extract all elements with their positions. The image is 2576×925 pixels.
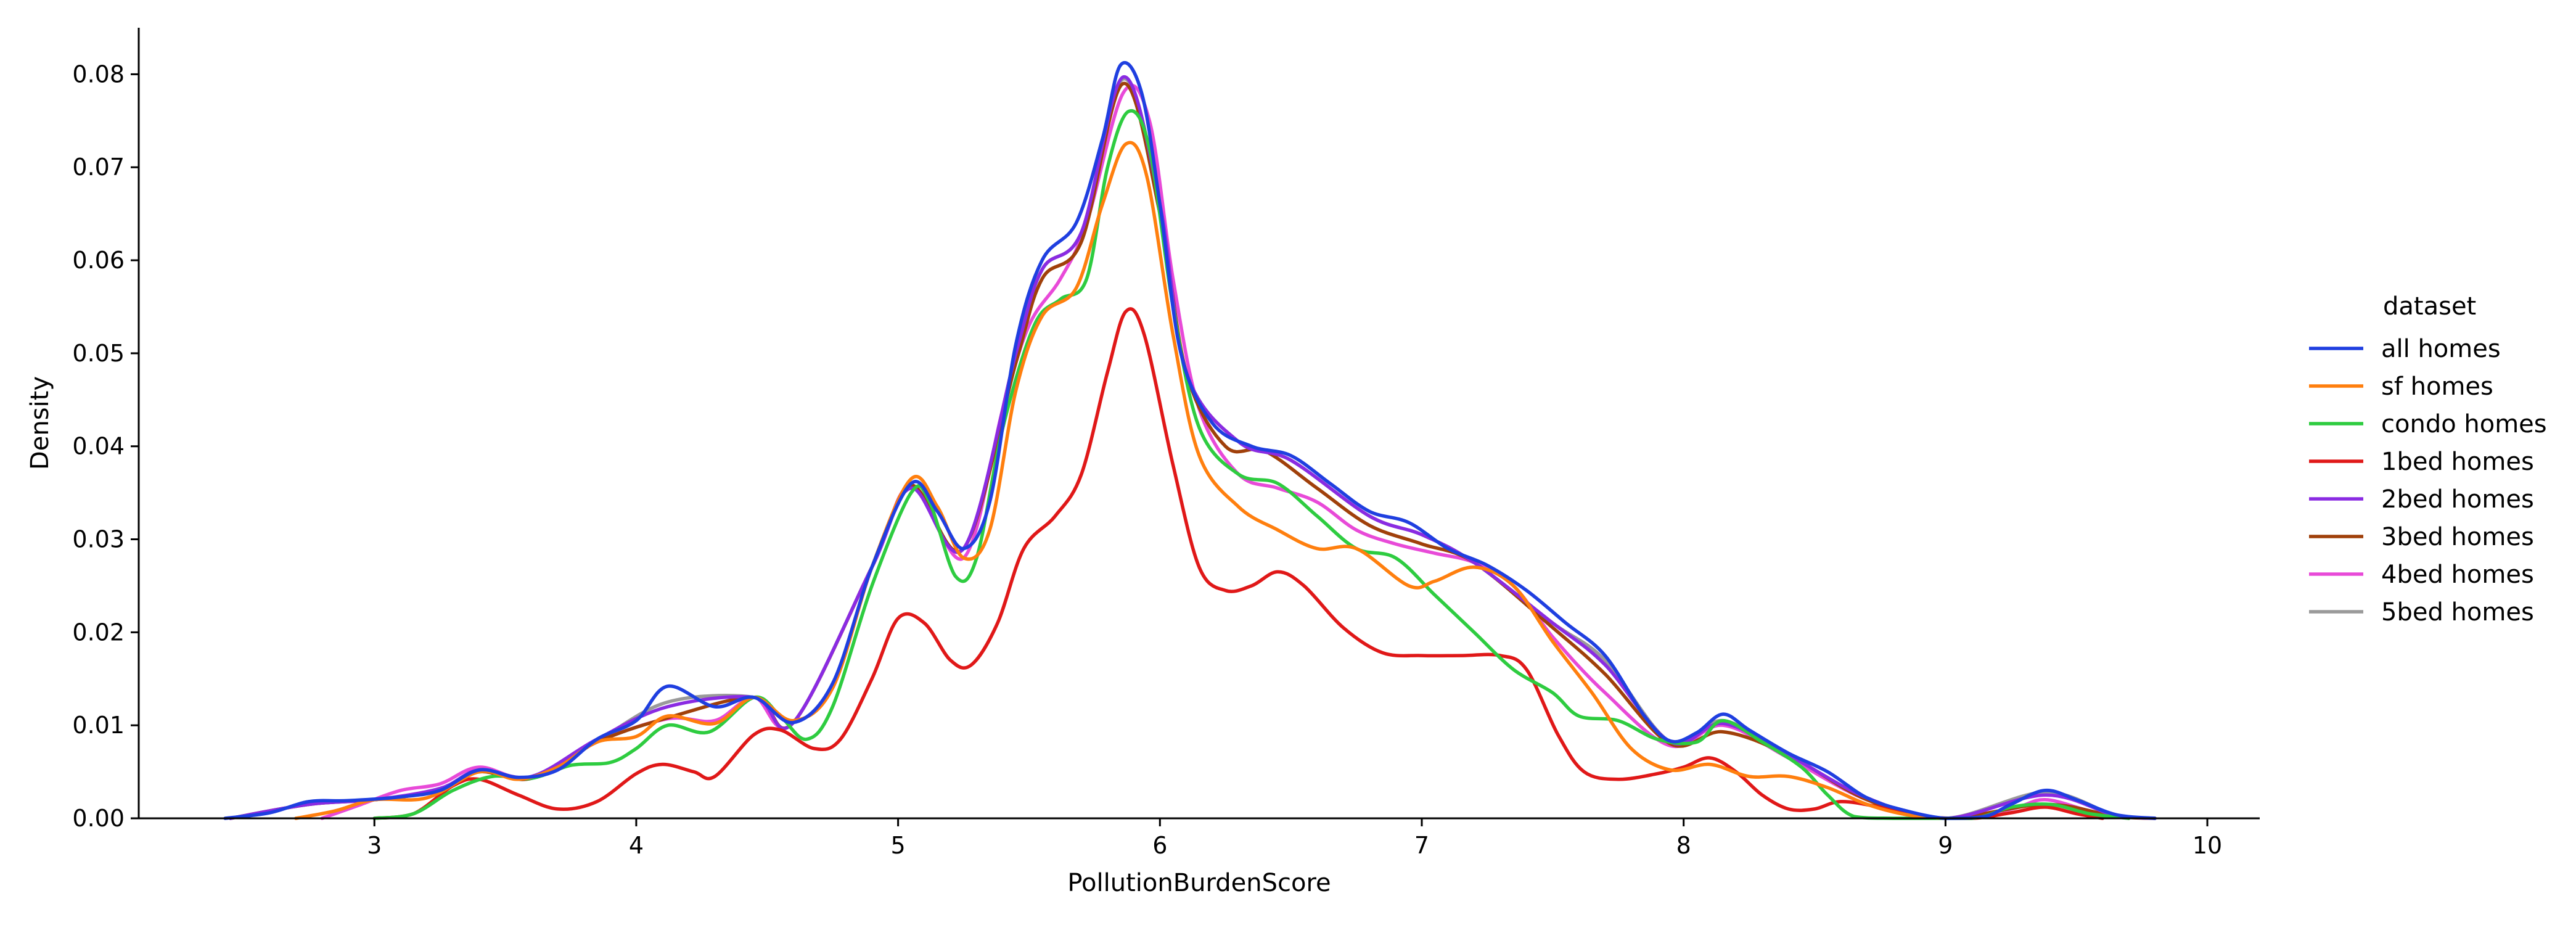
legend-title: dataset [2383, 292, 2476, 321]
series-line-condo-homes [372, 109, 2131, 820]
legend-label-3bed-homes: 3bed homes [2381, 523, 2534, 551]
series-line-3bed-homes [228, 81, 2157, 820]
series-line-2bed-homes [228, 75, 2157, 820]
legend-label-4bed-homes: 4bed homes [2381, 561, 2534, 589]
y-tick-label: 0.06 [72, 247, 125, 274]
y-tick-label: 0.07 [72, 154, 125, 181]
legend-label-condo-homes: condo homes [2381, 410, 2547, 438]
series-line-sf-homes [294, 141, 1948, 820]
legend-label-sf-homes: sf homes [2381, 372, 2493, 401]
legend: dataset all homes sf homes condo homes 1bed… [2309, 292, 2547, 627]
x-ticks: 3 4 5 6 7 8 9 10 [367, 818, 2222, 859]
x-tick-label: 6 [1152, 832, 1167, 859]
x-tick-label: 10 [2192, 832, 2222, 859]
legend-label-1bed-homes: 1bed homes [2381, 448, 2534, 476]
y-axis-title: Density [26, 376, 54, 470]
x-tick-label: 3 [367, 832, 382, 859]
y-ticks: 0.00 0.01 0.02 0.03 0.04 0.05 0.06 0.07 0.08 [72, 60, 139, 832]
x-tick-label: 9 [1938, 832, 1953, 859]
series-line-5bed-homes [228, 77, 2157, 820]
x-tick-label: 4 [629, 832, 644, 859]
legend-label-2bed-homes: 2bed homes [2381, 485, 2534, 514]
series-line-all-homes [223, 60, 2157, 820]
legend-label-all-homes: all homes [2381, 335, 2501, 363]
y-tick-label: 0.01 [72, 712, 125, 739]
series-line-1bed-homes [372, 307, 2104, 820]
legend-label-5bed-homes: 5bed homes [2381, 598, 2534, 627]
series-line-4bed-homes [320, 83, 2131, 820]
x-tick-label: 8 [1676, 832, 1691, 859]
y-tick-label: 0.05 [72, 340, 125, 367]
x-axis-title: PollutionBurdenScore [1067, 869, 1331, 897]
y-tick-label: 0.00 [72, 805, 125, 832]
legend-items: all homes sf homes condo homes 1bed homes 2b… [2309, 335, 2547, 627]
x-tick-label: 7 [1414, 832, 1429, 859]
y-tick-label: 0.04 [72, 433, 125, 460]
y-tick-label: 0.02 [72, 619, 125, 646]
y-tick-label: 0.08 [72, 60, 125, 88]
x-tick-label: 5 [891, 832, 906, 859]
series-lines [223, 60, 2157, 820]
y-tick-label: 0.03 [72, 526, 125, 553]
axes: 3 4 5 6 7 8 9 10 0.000.010.020.030.040.050.060.… [72, 28, 2260, 859]
